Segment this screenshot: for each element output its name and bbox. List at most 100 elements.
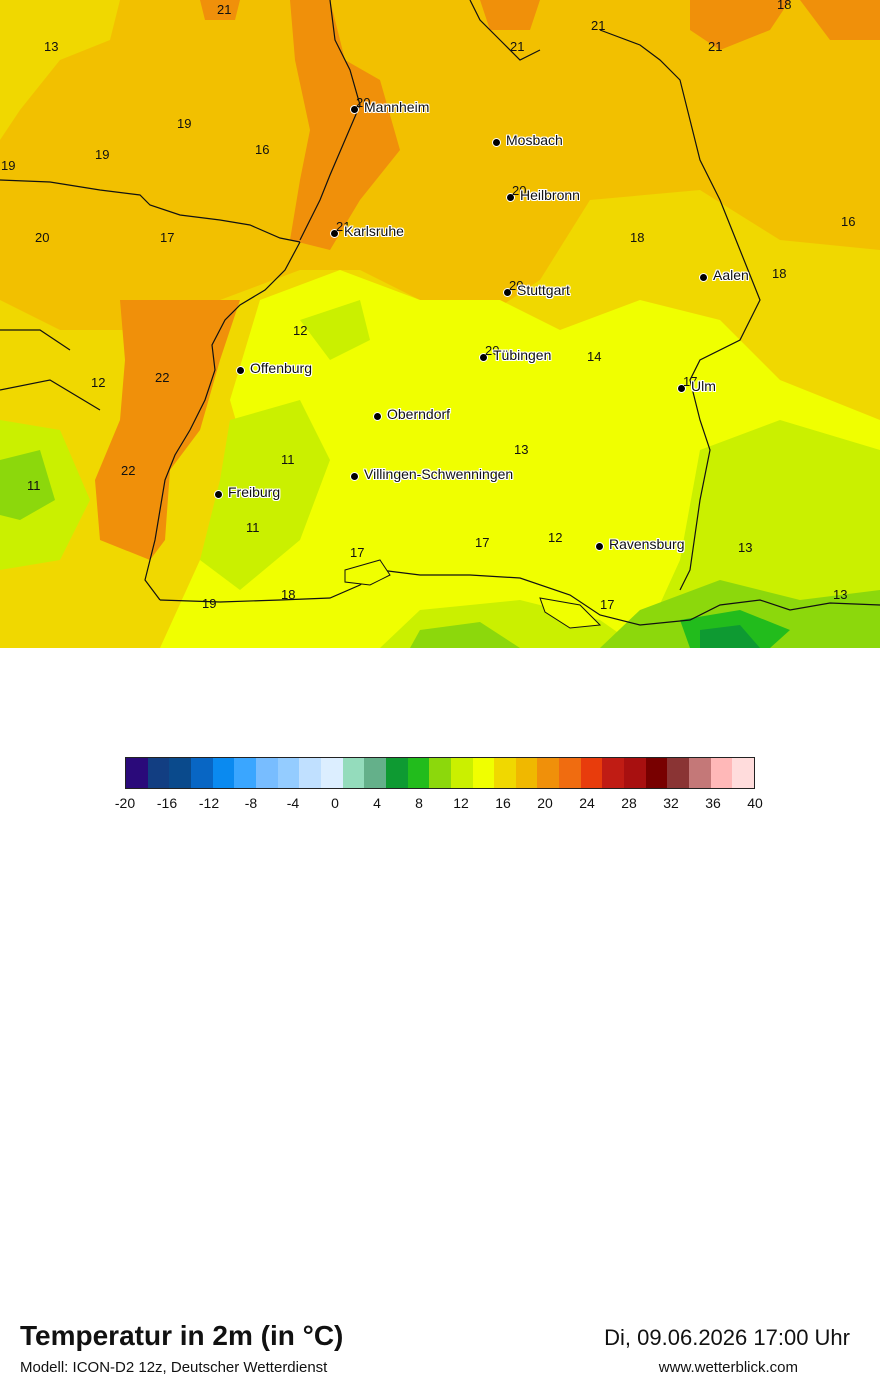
color-legend <box>125 757 755 789</box>
legend-swatch <box>234 758 256 788</box>
temperature-value: 19 <box>1 158 16 173</box>
temperature-map[interactable]: 21 13 18 21 21 21 19 16 19 19 20 17 18 16 18 12 14 12 22 13… <box>0 0 880 648</box>
temperature-value: 12 <box>293 323 308 338</box>
temperature-value: 22 <box>155 370 170 385</box>
city-label[interactable]: Oberndorf <box>387 406 451 422</box>
temperature-value: 17 <box>475 535 490 550</box>
temperature-value: 12 <box>91 375 106 390</box>
city-label[interactable]: Villingen-Schwenningen <box>364 466 514 482</box>
city-temperature: 17 <box>683 374 698 389</box>
map-fields <box>0 0 880 648</box>
city-temperature: 20 <box>356 95 371 110</box>
temperature-value: 13 <box>44 39 59 54</box>
legend-swatch <box>580 758 603 788</box>
city-temperature: 20 <box>485 343 500 358</box>
legend-swatch <box>450 758 473 788</box>
city-dot <box>479 353 488 362</box>
legend-tick-label: 16 <box>495 795 511 811</box>
legend-tick-label: 20 <box>537 795 553 811</box>
temperature-value: 17 <box>160 230 175 245</box>
legend-tick-label: -4 <box>286 795 300 811</box>
legend-swatch <box>559 758 581 788</box>
city-temperature: 20 <box>512 183 527 198</box>
legend-tick-label: 12 <box>453 795 469 811</box>
city-dot <box>214 490 223 499</box>
temperature-value: 14 <box>587 349 602 364</box>
legend-tick-label: 36 <box>705 795 721 811</box>
legend-swatch <box>645 758 668 788</box>
legend-swatch <box>147 758 170 788</box>
legend-swatch <box>364 758 386 788</box>
city-dot <box>236 366 245 375</box>
legend-swatch <box>407 758 430 788</box>
legend-swatch <box>537 758 560 788</box>
legend-tick-label: -8 <box>244 795 258 811</box>
legend-tick-label: 0 <box>331 795 339 811</box>
legend-swatch <box>494 758 516 788</box>
legend-tick-label: 24 <box>579 795 595 811</box>
city-label[interactable]: Heilbronn <box>520 187 580 203</box>
website-link[interactable]: www.wetterblick.com <box>658 1359 798 1376</box>
city-label[interactable]: Stuttgart <box>517 282 570 298</box>
city-label[interactable]: Ravensburg <box>609 536 685 552</box>
city-dot <box>350 472 359 481</box>
legend-swatch <box>342 758 365 788</box>
city-label[interactable]: Mannheim <box>364 99 430 115</box>
legend-tick-label: 32 <box>663 795 679 811</box>
city-label[interactable]: Offenburg <box>250 360 313 376</box>
temperature-value: 13 <box>514 442 529 457</box>
city-dot <box>330 229 339 238</box>
legend-swatch <box>126 758 148 788</box>
temperature-value: 20 <box>35 230 50 245</box>
legend-swatch <box>385 758 408 788</box>
legend-swatch <box>667 758 690 788</box>
temperature-value: 21 <box>217 2 232 17</box>
city-dot <box>373 412 382 421</box>
temperature-value: 21 <box>708 39 723 54</box>
temperature-value: 11 <box>281 452 295 467</box>
city-label[interactable]: Tübingen <box>493 347 552 363</box>
legend-swatch <box>169 758 191 788</box>
city-dot <box>503 288 512 297</box>
city-dot <box>350 105 359 114</box>
city-dot <box>677 384 686 393</box>
city-label[interactable]: Freiburg <box>228 484 281 500</box>
city-label[interactable]: Ulm <box>691 378 716 394</box>
forecast-datetime: Di, 09.06.2026 17:00 Uhr <box>604 1325 850 1350</box>
city-label[interactable]: Aalen <box>713 267 749 283</box>
city-dot <box>492 138 501 147</box>
temperature-value: 19 <box>202 596 217 611</box>
legend-swatch <box>624 758 646 788</box>
legend-tick-label: 4 <box>373 795 381 811</box>
legend-swatch <box>277 758 300 788</box>
legend-swatch <box>689 758 711 788</box>
temperature-value: 12 <box>548 530 563 545</box>
city-dot <box>506 193 515 202</box>
city-label[interactable]: Mosbach <box>506 132 563 148</box>
temperature-value: 19 <box>177 116 192 131</box>
temperature-value: 16 <box>255 142 270 157</box>
temperature-value: 11 <box>27 478 41 493</box>
city-dot <box>699 273 708 282</box>
legend-tick-label: -16 <box>156 795 178 811</box>
temperature-value: 18 <box>281 587 296 602</box>
temperature-value: 13 <box>738 540 753 555</box>
legend-swatch <box>515 758 538 788</box>
temperature-value: 16 <box>841 214 856 229</box>
legend-swatch <box>472 758 495 788</box>
temperature-value: 11 <box>246 520 260 535</box>
temperature-value: 17 <box>350 545 365 560</box>
temperature-value: 18 <box>772 266 787 281</box>
temperature-value: 19 <box>95 147 110 162</box>
model-info: Modell: ICON-D2 12z, Deutscher Wetterdie… <box>20 1359 328 1376</box>
temperature-value: 18 <box>777 0 792 12</box>
city-label[interactable]: Karlsruhe <box>344 223 404 239</box>
legend-tick-label: 8 <box>415 795 423 811</box>
legend-swatch <box>602 758 625 788</box>
city-temperature: 21 <box>336 219 351 234</box>
city-temperature: 20 <box>509 278 524 293</box>
legend-swatch <box>212 758 235 788</box>
temperature-value: 13 <box>833 587 848 602</box>
city-dot <box>595 542 604 551</box>
legend-swatch <box>299 758 321 788</box>
